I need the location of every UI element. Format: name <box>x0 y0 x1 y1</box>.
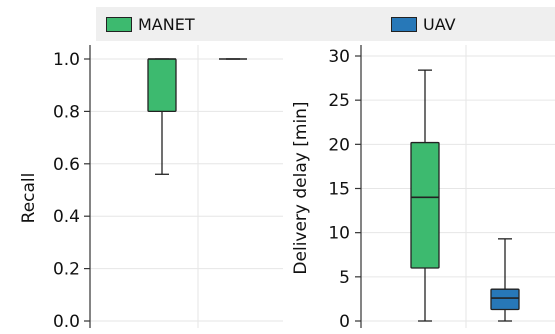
box-manet <box>410 69 440 322</box>
y-tick-label: 25 <box>328 91 350 111</box>
legend-item-manet: MANET <box>106 7 195 41</box>
y-axis-label: Recall <box>19 173 39 224</box>
y-tick-label: 1.0 <box>53 50 80 70</box>
legend-swatch-uav <box>391 16 417 32</box>
box-iqr <box>410 141 440 269</box>
legend-label-uav: UAV <box>423 14 456 34</box>
box-uav <box>490 238 520 322</box>
y-tick-label: 0.6 <box>53 155 80 175</box>
y-tick-label: 20 <box>328 135 350 155</box>
y-tick-label: 15 <box>328 180 350 200</box>
box-iqr <box>147 58 177 113</box>
y-tick-label: 0 <box>339 312 350 332</box>
legend: MANET UAV <box>96 7 555 41</box>
y-tick-label: 30 <box>328 47 350 67</box>
box-iqr <box>490 288 520 311</box>
panel-recall: 0.0 0.2 0.4 0.6 0.8 1.0 Recall <box>19 45 283 332</box>
y-tick-label: 0.8 <box>53 102 80 122</box>
y-tick-label: 10 <box>328 224 350 244</box>
legend-item-uav: UAV <box>391 7 456 41</box>
panel-delivery-delay: 0 5 10 15 20 25 30 Delivery delay [min] <box>291 45 555 332</box>
legend-swatch-manet <box>106 16 132 32</box>
y-tick-label: 0.4 <box>53 207 80 227</box>
box-manet <box>147 58 177 175</box>
y-axis-label: Delivery delay [min] <box>291 101 311 274</box>
y-tick-label: 0.2 <box>53 260 80 280</box>
y-tick-label: 0.0 <box>53 312 80 332</box>
y-tick-label: 5 <box>339 268 350 288</box>
legend-label-manet: MANET <box>138 14 195 34</box>
